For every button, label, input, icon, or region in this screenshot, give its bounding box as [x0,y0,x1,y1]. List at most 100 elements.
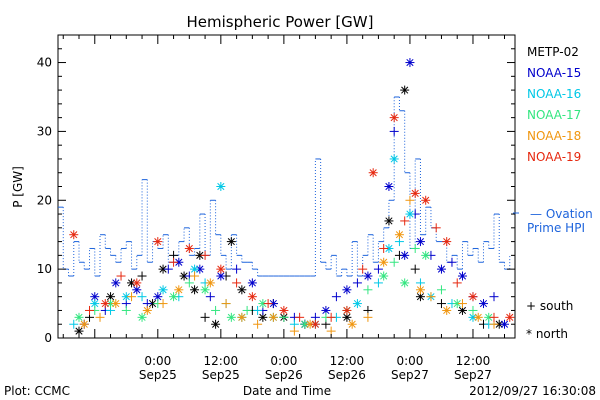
data-point-noaa-19 [132,278,142,288]
footer-left: Plot: CCMC [4,384,70,398]
data-point-metp-02 [384,216,394,226]
data-point-noaa-15 [447,257,457,267]
y-axis: 0 10 20 30 40 [37,34,515,345]
y-tick-label: 30 [37,124,52,138]
data-point-noaa-19 [505,312,515,322]
data-point-noaa-17 [74,312,84,322]
data-point-noaa-15 [389,126,399,136]
data-point-metp-02 [179,271,189,281]
data-point-noaa-17 [258,299,268,309]
data-point-noaa-19 [153,237,163,247]
data-point-noaa-19 [100,299,110,309]
data-point-metp-02 [237,285,247,295]
data-point-noaa-18 [473,312,483,322]
data-point-noaa-17 [484,312,494,322]
data-point-noaa-17 [400,278,410,288]
data-point-noaa-15 [232,264,242,274]
data-point-metp-02 [342,312,352,322]
data-point-noaa-19 [200,250,210,260]
data-point-noaa-15 [331,292,341,302]
y-axis-label: P [GW] [11,166,25,208]
data-point-noaa-18 [190,271,200,281]
legend-entry-noaa-17: NOAA-17 [527,108,581,122]
data-point-noaa-17 [363,285,373,295]
data-point-noaa-19 [326,312,336,322]
data-point-noaa-19 [247,292,257,302]
data-point-noaa-18 [111,299,121,309]
data-point-metp-02 [200,312,210,322]
data-point-noaa-18 [457,299,467,309]
data-point-noaa-15 [163,264,173,274]
x-tick-date-label: Sep25 [202,368,240,382]
data-point-noaa-19 [310,319,320,329]
data-point-noaa-18 [363,312,373,322]
data-point-noaa-18 [237,312,247,322]
x-tick-date-label: Sep27 [454,368,492,382]
data-point-noaa-19 [368,168,378,178]
data-point-noaa-19 [232,278,242,288]
x-tick-date-label: Sep26 [265,368,303,382]
x-tick-date-label: Sep25 [139,368,177,382]
data-point-noaa-15 [405,58,415,68]
legend-entry-noaa-16: NOAA-16 [527,87,581,101]
data-point-noaa-18 [158,299,168,309]
data-point-noaa-15 [499,319,509,329]
data-point-noaa-17 [468,305,478,315]
data-point-noaa-18 [394,230,404,240]
data-point-metp-02 [400,85,410,95]
data-point-noaa-19 [279,305,289,315]
data-point-metp-02 [410,264,420,274]
data-point-noaa-17 [226,312,236,322]
data-point-noaa-15 [436,264,446,274]
data-point-metp-02 [137,271,147,281]
data-point-noaa-19 [389,113,399,123]
x-tick-date-label: Sep27 [391,368,429,382]
x-tick-time-label: 12:00 [456,354,491,368]
data-point-noaa-18 [253,319,263,329]
data-point-noaa-16 [373,278,383,288]
data-point-noaa-16 [158,285,168,295]
legend-entry-noaa-18: NOAA-18 [527,129,581,143]
data-point-noaa-18 [221,299,231,309]
footer-right: 2012/09/27 16:30:08 [469,384,596,398]
data-point-noaa-19 [489,312,499,322]
legend-entry-metp-02: METP-02 [527,45,579,59]
data-point-noaa-18 [79,319,89,329]
y-tick-label: 20 [37,193,52,207]
x-tick-time-label: 0:00 [396,354,423,368]
marker-legend-north: * north [526,327,568,341]
data-point-noaa-19 [410,188,420,198]
data-point-noaa-18 [268,312,278,322]
data-point-noaa-17 [137,312,147,322]
data-point-noaa-15 [363,271,373,281]
data-point-noaa-19 [379,243,389,253]
y-tick-label: 0 [44,331,52,345]
data-point-noaa-16 [216,182,226,191]
legend-entry-ovation-line2: Prime HPI [527,221,585,235]
data-point-noaa-15 [111,278,121,288]
x-axis-label: Date and Time [243,384,331,398]
data-point-noaa-15 [478,299,488,309]
data-point-noaa-19 [216,264,226,274]
data-point-noaa-17 [410,243,420,253]
x-tick-time-label: 0:00 [270,354,297,368]
data-point-noaa-17 [379,271,389,281]
data-point-noaa-19 [263,299,273,309]
chart-title: Hemispheric Power [GW] [187,13,374,31]
data-point-noaa-18 [426,292,436,302]
data-point-noaa-15 [373,264,383,274]
data-point-noaa-17 [211,305,221,315]
legend-entry-noaa-19: NOAA-19 [527,150,581,164]
data-point-noaa-19 [69,230,79,240]
data-point-noaa-19 [358,264,368,274]
data-point-noaa-16 [389,154,399,164]
data-point-noaa-19 [116,271,126,281]
data-point-noaa-19 [85,305,95,315]
data-point-noaa-16 [69,319,79,329]
data-point-noaa-18 [127,292,137,302]
data-point-noaa-18 [289,326,299,336]
data-point-noaa-15 [205,292,215,302]
legend: METP-02 NOAA-15 NOAA-16 NOAA-17 NOAA-18 NOAA-… [513,45,593,341]
